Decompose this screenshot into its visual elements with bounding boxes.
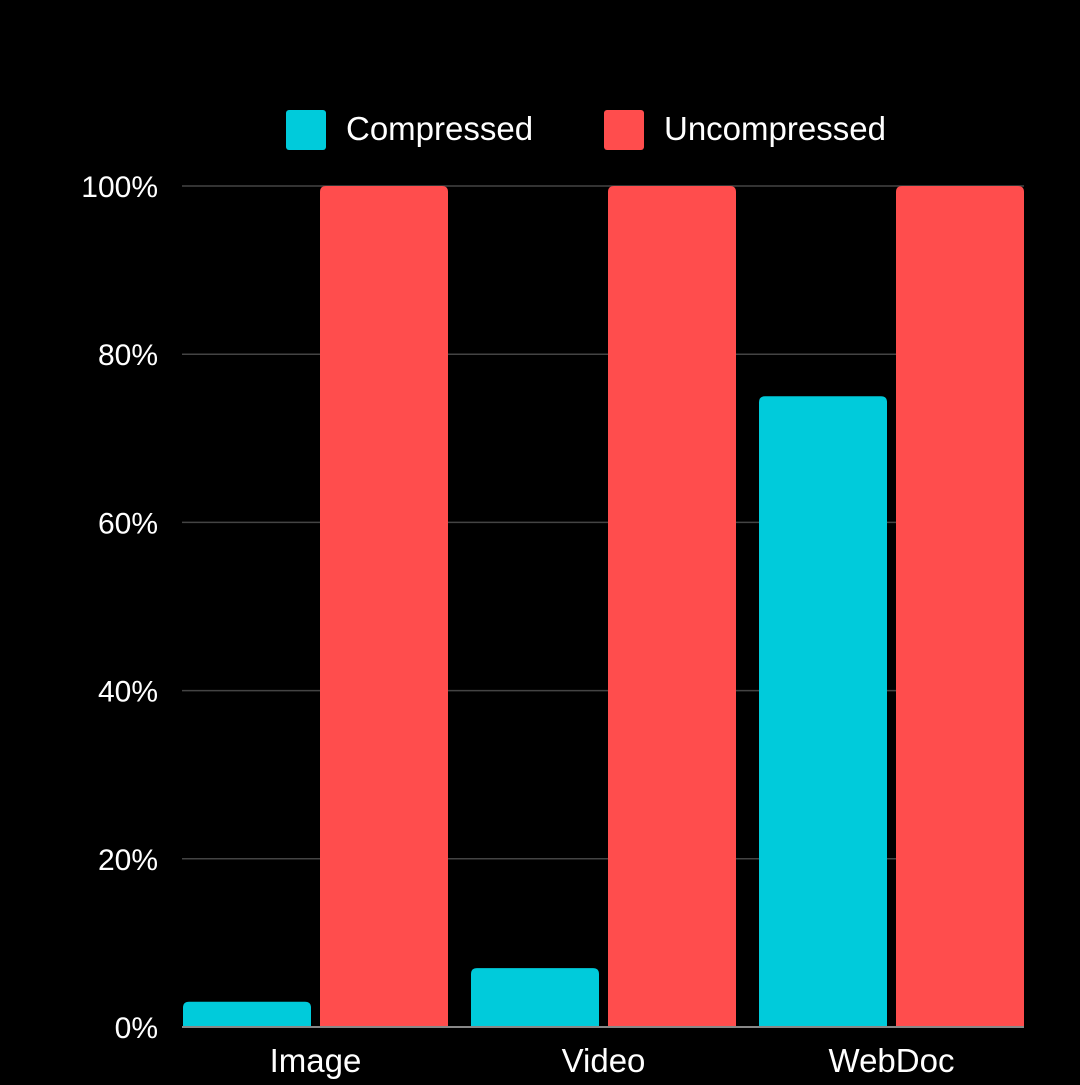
y-axis-tick-labels: 0% 20% 40% 60% 80% 100% [81, 171, 158, 1045]
legend: Compressed Uncompressed [286, 110, 886, 150]
bar-compressed-webdoc [759, 396, 887, 1027]
x-category-label: WebDoc [829, 1042, 955, 1079]
y-tick-label: 20% [98, 844, 158, 877]
bar-uncompressed-image [320, 186, 448, 1027]
x-category-label: Video [562, 1042, 646, 1079]
legend-swatch-compressed [286, 110, 326, 150]
x-axis-category-labels: Image Video WebDoc [270, 1042, 955, 1079]
legend-label-compressed: Compressed [346, 110, 533, 147]
y-tick-label: 60% [98, 507, 158, 540]
y-tick-label: 40% [98, 676, 158, 709]
bar-uncompressed-webdoc [896, 186, 1024, 1027]
y-tick-label: 80% [98, 339, 158, 372]
bar-compressed-video [471, 968, 599, 1027]
x-category-label: Image [270, 1042, 362, 1079]
bar-compressed-image [183, 1001, 311, 1027]
y-tick-label: 100% [81, 171, 158, 204]
bar-uncompressed-video [608, 186, 736, 1027]
y-tick-label: 0% [115, 1012, 158, 1045]
legend-swatch-uncompressed [604, 110, 644, 150]
legend-label-uncompressed: Uncompressed [664, 110, 886, 147]
bars [183, 186, 1024, 1027]
